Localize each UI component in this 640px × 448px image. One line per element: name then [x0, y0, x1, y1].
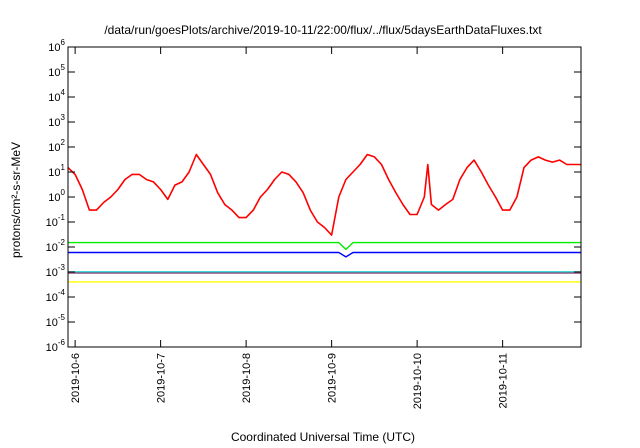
y-tick-label: 10-1	[46, 213, 66, 229]
x-tick-label: 2019-10-6	[70, 353, 82, 403]
y-axis-label: protons/cm²-s-sr-MeV	[9, 142, 23, 258]
y-tick-label: 10-6	[46, 338, 66, 354]
x-tick-label: 2019-10-8	[241, 353, 253, 403]
x-tick-label: 2019-10-10	[412, 353, 424, 409]
series-0-line	[67, 153, 581, 236]
y-tick-label: 103	[48, 113, 65, 129]
plot-frame	[67, 46, 582, 348]
chart-title: /data/run/goesPlots/archive/2019-10-11/2…	[104, 23, 542, 37]
series-2-line	[68, 251, 581, 258]
y-tick-label: 10-5	[46, 313, 66, 329]
tick-layer: 10-6 10-5 10-4 10-3 10-2 10-1 100 101 102 103 104 1…	[46, 38, 581, 409]
y-tick-label: 104	[48, 88, 65, 104]
y-tick-label: 102	[48, 138, 65, 154]
x-axis-label: Coordinated Universal Time (UTC)	[231, 430, 415, 444]
x-tick-label: 2019-10-9	[327, 353, 339, 403]
y-tick-label: 10-4	[46, 288, 66, 304]
y-tick-label: 10-2	[46, 238, 66, 254]
y-tick-label: 106	[48, 38, 65, 54]
y-tick-label: 101	[48, 163, 65, 179]
y-tick-label: 10-3	[46, 263, 66, 279]
x-tick-label: 2019-10-11	[498, 353, 510, 408]
x-tick-label: 2019-10-7	[156, 353, 168, 403]
y-tick-label: 105	[48, 63, 65, 79]
series-1-line	[68, 241, 581, 251]
series-layer	[67, 153, 581, 283]
y-tick-label: 100	[48, 188, 65, 204]
